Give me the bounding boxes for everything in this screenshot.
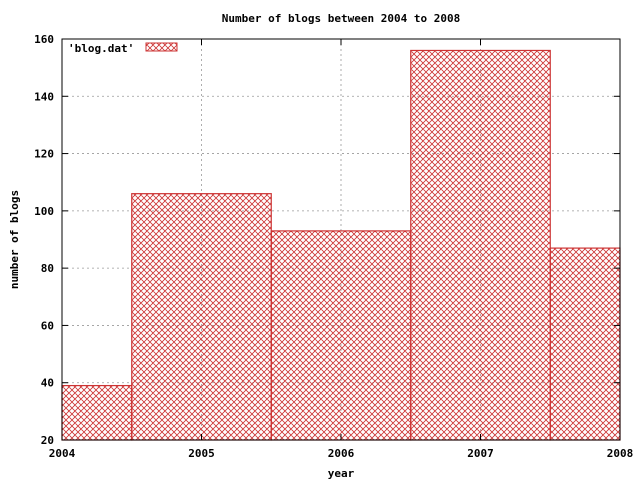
chart-title: Number of blogs between 2004 to 2008: [222, 12, 460, 25]
bar-2004: [61, 384, 133, 441]
y-tick-label: 140: [34, 90, 54, 103]
bar-2008: [549, 247, 621, 441]
y-axis-label: number of blogs: [8, 190, 21, 289]
y-tick-label: 80: [41, 262, 54, 275]
y-tick-label: 60: [41, 319, 54, 332]
ticks: 20 40 60 80 100 120 140 160 2004 2005 2006 2007 2008: [34, 33, 633, 460]
x-axis-label: year: [328, 467, 355, 480]
y-tick-label: 100: [34, 205, 54, 218]
x-tick-label: 2008: [607, 447, 634, 460]
legend-label: 'blog.dat': [68, 42, 134, 55]
x-tick-label: 2004: [49, 447, 76, 460]
x-tick-label: 2007: [467, 447, 494, 460]
bar-2006: [270, 230, 412, 441]
y-tick-label: 120: [34, 148, 54, 161]
bar-2005: [131, 193, 272, 441]
legend: 'blog.dat': [68, 42, 178, 55]
x-tick-label: 2006: [328, 447, 355, 460]
legend-swatch: [145, 42, 178, 52]
bars: [61, 49, 621, 441]
y-tick-label: 160: [34, 33, 54, 46]
y-tick-label: 20: [41, 434, 54, 447]
bar-2007: [410, 49, 551, 441]
y-tick-label: 40: [41, 377, 54, 390]
x-tick-label: 2005: [188, 447, 215, 460]
